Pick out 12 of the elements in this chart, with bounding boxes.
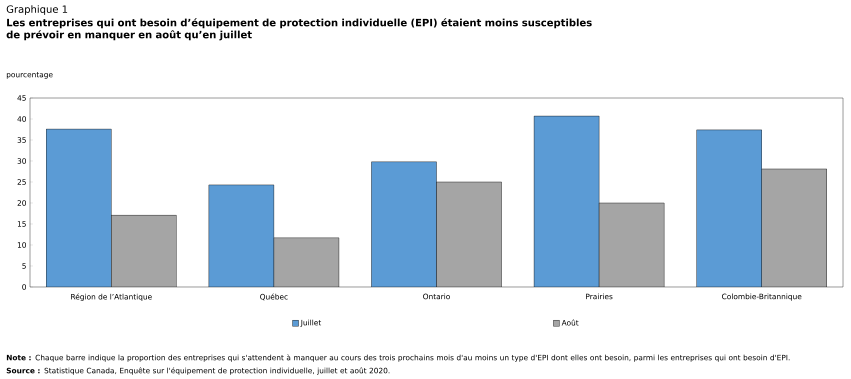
bar <box>598 202 664 287</box>
bar <box>762 168 827 287</box>
chart-subtitle: Les entreprises qui ont besoin d’équipement de protection individuelle (EPI) étaient moins susceptibles de prévoir en manquer en août qu’en juillet <box>6 18 592 40</box>
bar <box>274 238 339 287</box>
bar <box>111 214 177 287</box>
bar <box>696 130 762 287</box>
chart-title: Graphique 1 <box>6 5 68 15</box>
bar <box>208 184 274 287</box>
bar <box>46 128 112 287</box>
bar <box>371 162 437 287</box>
bar <box>436 182 502 287</box>
bar <box>534 116 600 287</box>
